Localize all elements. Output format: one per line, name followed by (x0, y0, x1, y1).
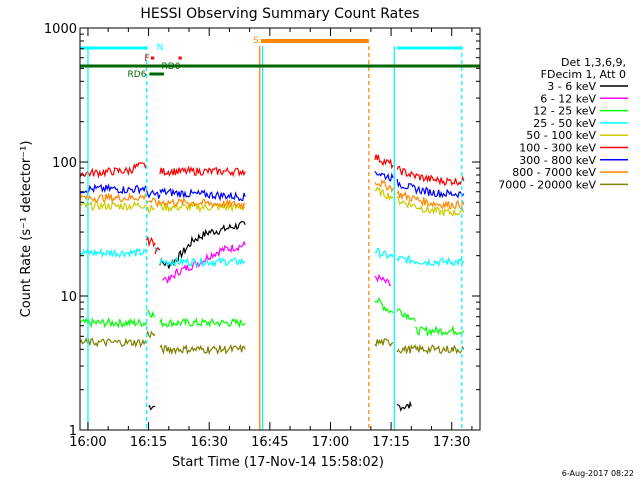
series-line-segment (396, 189, 465, 210)
x-axis-label: Start Time (17-Nov-14 15:58:02) (172, 455, 384, 470)
series-line-segment (396, 196, 465, 217)
flag-label-n: N (157, 43, 164, 53)
series-line-segment (154, 247, 161, 255)
series-line-segment (374, 338, 394, 347)
series-line-segment (79, 316, 148, 329)
data-layer (79, 154, 465, 412)
series-line-segment (79, 200, 147, 212)
series-line-segment (146, 329, 156, 339)
chart-title: HESSI Observing Summary Count Rates (140, 6, 419, 22)
series-line-segment (159, 220, 246, 269)
x-tick-label: 17:30 (433, 435, 470, 450)
series-line-segment (159, 343, 246, 356)
series-line-segment (146, 309, 156, 319)
series-7000-20000keV (79, 329, 465, 356)
legend-entry-label: 50 - 100 keV (526, 129, 596, 142)
legend-entry-label: 800 - 7000 keV (512, 166, 596, 179)
series-25-50keV (79, 246, 465, 268)
y-tick-label: 1000 (44, 22, 77, 37)
series-50-100keV (79, 185, 465, 217)
series-line-segment (79, 191, 148, 205)
x-tick-label: 16:15 (130, 435, 167, 450)
series-300-800keV (79, 170, 465, 202)
legend-entry-label: 25 - 50 keV (533, 117, 596, 130)
series-6-12keV (162, 240, 392, 286)
series-line-segment (146, 236, 156, 248)
series-line-segment (159, 201, 246, 213)
legend-header-line: Det 1,3,6,9, (561, 56, 626, 69)
series-line-segment (374, 185, 394, 202)
flag-layer: NF RD0 RD6 S (79, 36, 480, 430)
series-100-300keV (79, 154, 465, 255)
flag-label-s: S (253, 36, 259, 46)
x-tick-label: 16:00 (69, 435, 106, 450)
legend-header-line: FDecim 1, Att 0 (541, 68, 626, 81)
series-line-segment (374, 178, 394, 194)
series-line-segment (396, 343, 465, 355)
series-line-segment (396, 165, 465, 187)
series-line-segment (396, 400, 412, 412)
series-line-segment (374, 247, 394, 260)
legend-entry-label: 12 - 25 keV (533, 105, 596, 118)
footer-timestamp: 6-Aug-2017 08:22 (562, 469, 634, 478)
legend-entry-label: 6 - 12 keV (540, 92, 596, 105)
series-line-segment (374, 273, 392, 286)
series-line-segment (159, 187, 246, 202)
y-tick-label: 100 (52, 156, 77, 171)
series-line-segment (374, 296, 394, 314)
series-3-6keV (148, 220, 412, 412)
x-tick-label: 17:00 (312, 435, 349, 450)
series-line-segment (146, 189, 161, 199)
legend-entry-label: 3 - 6 keV (547, 80, 596, 93)
y-axis-label: Count Rate (s⁻¹ detector⁻¹) (19, 141, 34, 318)
y-tick-label: 1 (69, 424, 77, 439)
legend-entry-label: 7000 - 20000 keV (498, 178, 596, 191)
series-12-25keV (79, 296, 465, 337)
flag-label-rd6: RD6 (128, 70, 147, 80)
series-line-segment (159, 165, 246, 178)
series-line-segment (146, 204, 156, 214)
legend-entry-label: 300 - 800 keV (519, 154, 596, 167)
x-tick-label: 17:15 (372, 435, 409, 450)
series-line-segment (159, 196, 246, 210)
x-tick-label: 16:30 (190, 435, 227, 450)
series-line-segment (159, 255, 246, 268)
series-line-segment (146, 197, 161, 209)
series-line-segment (148, 404, 156, 411)
series-line-segment (396, 308, 416, 322)
series-line-segment (374, 170, 394, 182)
flag-label-f: F (144, 54, 149, 64)
series-line-segment (396, 178, 465, 199)
series-line-segment (79, 162, 148, 179)
series-line-segment (79, 183, 148, 196)
x-tick-label: 16:45 (251, 435, 288, 450)
series-line-segment (79, 247, 148, 259)
series-line-segment (396, 254, 465, 268)
series-line-segment (414, 324, 465, 337)
series-800-7000keV (79, 178, 465, 210)
series-line-segment (374, 154, 394, 170)
flag-label-rd0: RD0 (162, 62, 181, 72)
axis-ticks: 16:00 16:15 16:30 16:45 17:00 17:15 17:30 1 10 10… (44, 22, 480, 450)
legend-entry-label: 100 - 300 keV (519, 142, 596, 155)
series-line-segment (162, 240, 246, 284)
y-tick-label: 10 (60, 290, 77, 305)
plot-frame (79, 27, 481, 431)
series-line-segment (159, 317, 246, 329)
series-line-segment (79, 337, 148, 349)
